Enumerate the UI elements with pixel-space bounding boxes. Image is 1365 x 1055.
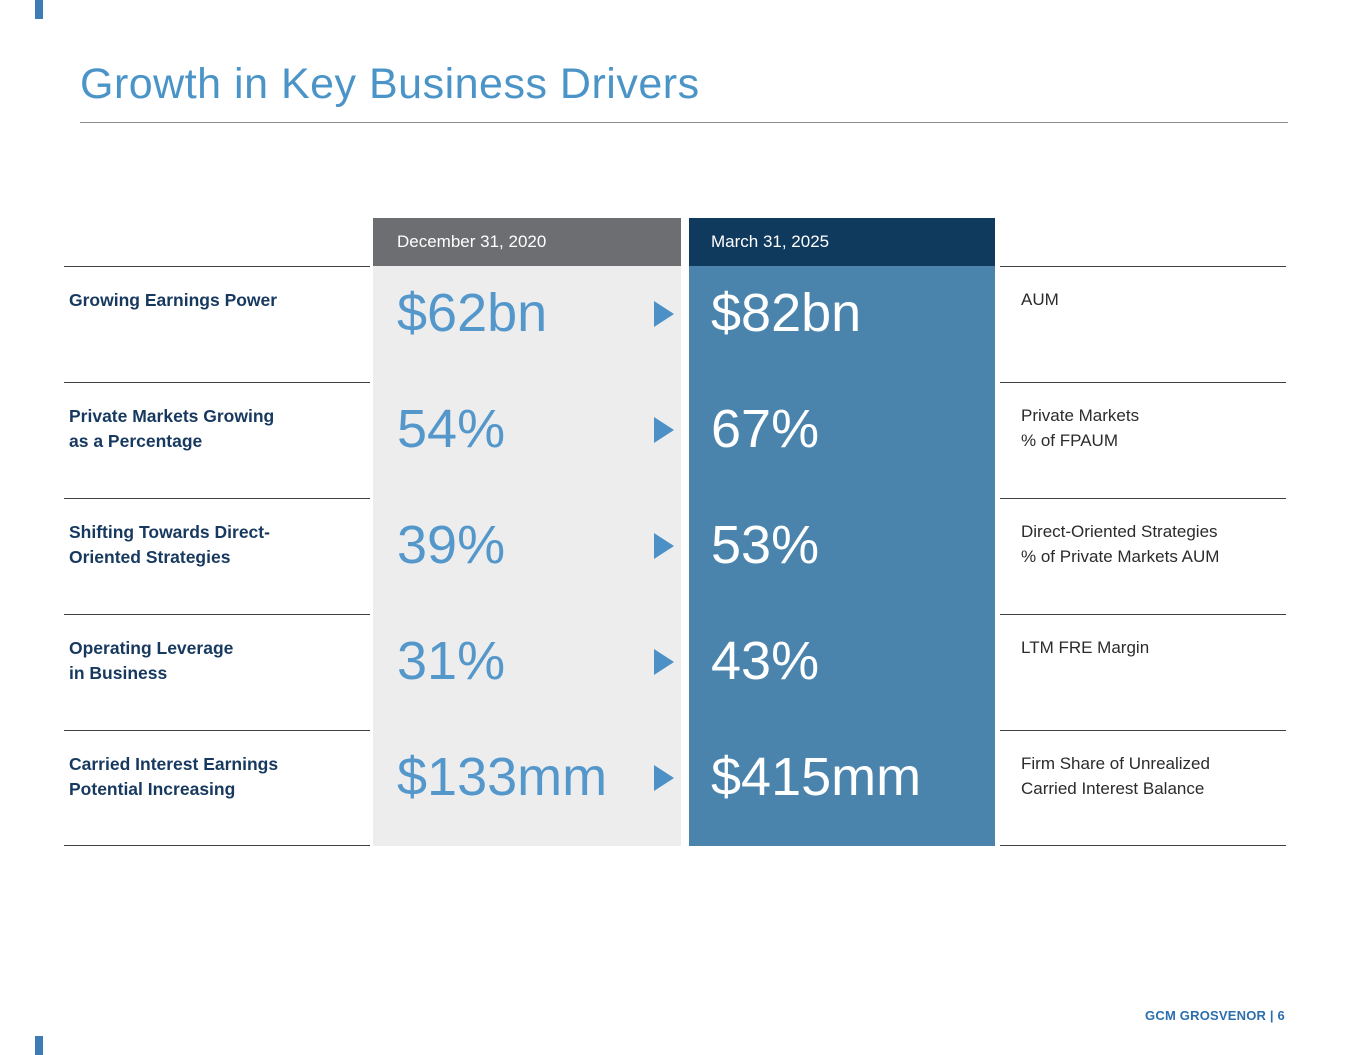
row-label-cell: Growing Earnings Power [64, 266, 370, 382]
arrow-right-icon [654, 765, 674, 791]
accent-bar-top [35, 0, 43, 19]
arrow-right-icon [654, 533, 674, 559]
value-after: 53% [711, 515, 820, 576]
page-title: Growth in Key Business Drivers [80, 60, 700, 108]
arrow-right-icon [654, 301, 674, 327]
value-before-cell: $133mm [373, 730, 681, 846]
arrow-right-icon [654, 417, 674, 443]
metric-cell: Direct-Oriented Strategies % of Private … [1000, 498, 1286, 614]
metric-cell: Private Markets % of FPAUM [1000, 382, 1286, 498]
metric-label: AUM [1021, 290, 1059, 309]
row-label: Carried Interest Earnings Potential Incr… [69, 754, 279, 800]
table-row: Growing Earnings Power $62bn $82bn AUM [64, 266, 1286, 382]
value-before-cell: 54% [373, 382, 681, 498]
metric-label: Firm Share of Unrealized Carried Interes… [1021, 754, 1210, 798]
column-header-after: March 31, 2025 [689, 218, 995, 266]
column-header-before: December 31, 2020 [373, 218, 681, 266]
value-before: $133mm [397, 747, 608, 808]
row-label-cell: Carried Interest Earnings Potential Incr… [64, 730, 370, 846]
row-label: Private Markets Growing as a Percentage [69, 406, 275, 452]
value-after-cell: $415mm [689, 730, 995, 846]
value-before-cell: 39% [373, 498, 681, 614]
value-before: 54% [397, 399, 506, 460]
row-label: Shifting Towards Direct- Oriented Strate… [69, 522, 270, 568]
value-after: $82bn [711, 283, 862, 344]
value-after: 67% [711, 399, 820, 460]
row-label-cell: Private Markets Growing as a Percentage [64, 382, 370, 498]
row-label-cell: Shifting Towards Direct- Oriented Strate… [64, 498, 370, 614]
header-spacer [64, 218, 373, 266]
metric-cell: AUM [1000, 266, 1286, 382]
value-after: $415mm [711, 747, 922, 808]
value-after: 43% [711, 631, 820, 692]
arrow-right-icon [654, 649, 674, 675]
row-label: Growing Earnings Power [69, 290, 278, 310]
value-after-cell: 43% [689, 614, 995, 730]
table-row: Private Markets Growing as a Percentage … [64, 382, 1286, 498]
footer-page-label: GCM GROSVENOR | 6 [1145, 1008, 1285, 1023]
accent-bar-bottom [35, 1036, 43, 1055]
value-after-cell: 53% [689, 498, 995, 614]
metric-cell: LTM FRE Margin [1000, 614, 1286, 730]
value-before: $62bn [397, 283, 548, 344]
value-before-cell: $62bn [373, 266, 681, 382]
value-before: 31% [397, 631, 506, 692]
table-header-row: December 31, 2020 March 31, 2025 [64, 218, 1286, 266]
row-label: Operating Leverage in Business [69, 638, 234, 684]
row-label-cell: Operating Leverage in Business [64, 614, 370, 730]
metric-cell: Firm Share of Unrealized Carried Interes… [1000, 730, 1286, 846]
value-before: 39% [397, 515, 506, 576]
metric-label: LTM FRE Margin [1021, 638, 1150, 657]
value-after-cell: $82bn [689, 266, 995, 382]
value-before-cell: 31% [373, 614, 681, 730]
metric-label: Private Markets % of FPAUM [1021, 406, 1140, 450]
metric-label: Direct-Oriented Strategies % of Private … [1021, 522, 1220, 566]
value-after-cell: 67% [689, 382, 995, 498]
comparison-table: December 31, 2020 March 31, 2025 Growing… [64, 218, 1286, 846]
title-underline [80, 122, 1288, 123]
table-row: Carried Interest Earnings Potential Incr… [64, 730, 1286, 846]
table-row: Shifting Towards Direct- Oriented Strate… [64, 498, 1286, 614]
table-row: Operating Leverage in Business 31% 43% L… [64, 614, 1286, 730]
